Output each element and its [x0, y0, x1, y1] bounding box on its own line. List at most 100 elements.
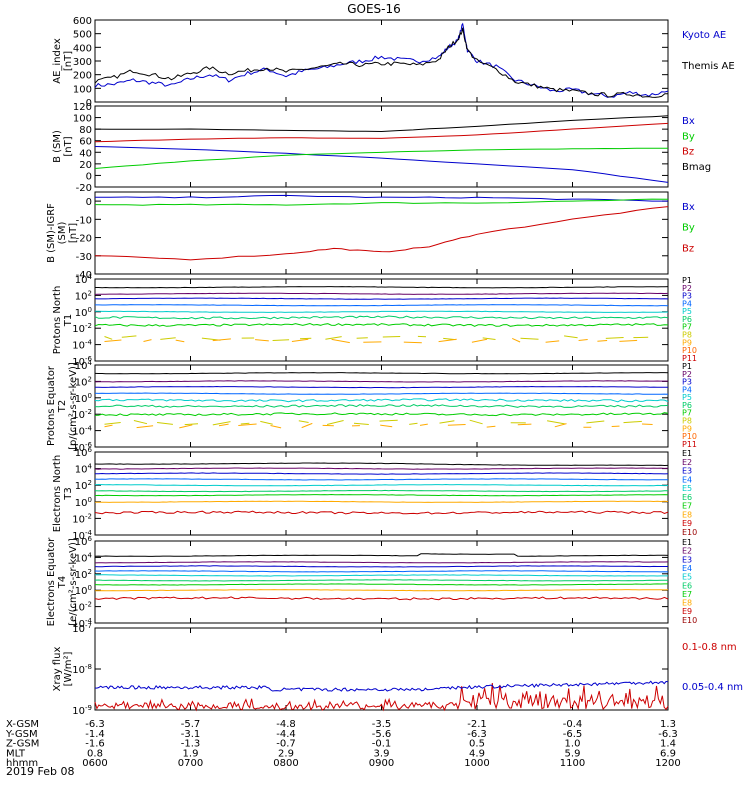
- legend-e4: E4: [682, 564, 692, 573]
- legend-e3: E3: [682, 467, 692, 476]
- y-tick-label: 100: [73, 114, 92, 125]
- series-by: [94, 198, 669, 206]
- legend-bz: Bz: [682, 243, 694, 254]
- legend-p10: P10: [682, 432, 697, 441]
- series-p2: [94, 292, 669, 295]
- y-tick-label: 104: [75, 359, 93, 372]
- series-p8: [104, 335, 649, 341]
- ephemeris-value: -1.4: [85, 729, 105, 740]
- ephemeris-value: 1.4: [660, 739, 676, 750]
- ephemeris-value: 1.0: [565, 739, 581, 750]
- ephemeris-value: 1100: [560, 758, 585, 769]
- series-e2: [94, 467, 669, 470]
- legend-p2: P2: [682, 284, 692, 293]
- legend-by: By: [682, 131, 695, 142]
- legend-p4: P4: [682, 385, 692, 394]
- legend-p1: P1: [682, 362, 692, 371]
- legend-kyoto-ae: Kyoto AE: [682, 30, 726, 41]
- panel-frame: [94, 278, 669, 362]
- series-e2: [94, 561, 669, 564]
- panel-8: 10-9 10-8 10-7 Xray flux[W/m²] 0.1-0.8 nm 0.0…: [52, 622, 743, 717]
- ephemeris-value: 1000: [464, 758, 489, 769]
- legend-e8: E8: [682, 510, 692, 519]
- ephemeris-value: -1.6: [85, 739, 105, 750]
- panel-frame: [94, 19, 669, 103]
- y-axis-label: Protons NorthT1: [52, 286, 74, 355]
- panel-1: 0 100 200 300 400 500 600 AE_index[nT] Kyoto AE T…: [52, 16, 735, 109]
- series-0-05-0-4-nm: [94, 680, 669, 692]
- legend-p1: P1: [682, 276, 692, 285]
- ephemeris-value: -0.7: [276, 739, 296, 750]
- y-tick-label: 102: [75, 479, 92, 492]
- y-tick-label: 40: [79, 148, 92, 159]
- y-tick-label: 100: [75, 496, 92, 509]
- series-e7: [94, 583, 668, 586]
- legend-p5: P5: [682, 393, 692, 402]
- series-e3: [95, 472, 669, 475]
- series-0-1-0-8-nm: [94, 682, 669, 712]
- y-tick-label: 10-2: [72, 512, 92, 525]
- ephemeris-value: -6.3: [467, 729, 487, 740]
- series-p1: [95, 286, 669, 289]
- series-p9: [104, 422, 653, 429]
- y-tick-label: 0: [86, 98, 92, 109]
- ephemeris-value: -3.5: [372, 719, 392, 730]
- ephemeris-value: 0.8: [87, 748, 103, 759]
- legend-e1: E1: [682, 538, 692, 547]
- y-tick-label: 20: [79, 160, 92, 171]
- y-tick-label: 10-4: [72, 339, 92, 352]
- ephemeris-value: 4.9: [469, 748, 485, 759]
- legend-0-05-0-4-nm: 0.05-0.4 nm: [682, 682, 743, 693]
- series-e6: [94, 579, 668, 582]
- legend-themis-ae: Themis AE: [681, 61, 735, 72]
- series-p4: [94, 392, 669, 395]
- ephemeris-label-mlt: MLT: [6, 748, 26, 759]
- y-tick-label: 10-4: [72, 425, 92, 438]
- legend-p9: P9: [682, 424, 692, 433]
- ephemeris-label-hhmm: hhmm: [6, 758, 38, 769]
- legend-by: By: [682, 223, 695, 234]
- series-p6: [94, 315, 669, 320]
- y-tick-label: 10-6: [72, 355, 92, 368]
- legend-p8: P8: [682, 331, 692, 340]
- legend-e2: E2: [682, 547, 692, 556]
- ephemeris-value: 1200: [655, 758, 680, 769]
- legend-e8: E8: [682, 599, 692, 608]
- legend-e10: E10: [682, 528, 697, 537]
- legend-e9: E9: [682, 519, 692, 528]
- y-tick-label: 10-2: [72, 408, 92, 421]
- legend-bx: Bx: [682, 202, 695, 213]
- ephemeris-value: 0800: [273, 758, 298, 769]
- y-axis-label: Xray flux[W/m²]: [52, 647, 74, 692]
- legend-p7: P7: [682, 409, 692, 418]
- series-p5: [94, 398, 669, 403]
- legend-0-1-0-8-nm: 0.1-0.8 nm: [682, 642, 737, 653]
- legend-p10: P10: [682, 346, 697, 355]
- ephemeris-label-x-gsm: X-GSM: [6, 719, 39, 730]
- series-e9: [94, 510, 669, 515]
- series-p2: [94, 380, 668, 383]
- y-tick-label: 200: [73, 71, 92, 82]
- legend-e6: E6: [682, 581, 692, 590]
- series-bmag: [94, 115, 669, 133]
- panel-frame: [94, 105, 669, 188]
- series-e4: [94, 570, 669, 573]
- ephemeris-value: 1.9: [183, 748, 199, 759]
- legend-p5: P5: [682, 307, 692, 316]
- panel-frame: [94, 540, 669, 624]
- legend-p11: P11: [682, 354, 697, 363]
- series-bx: [94, 194, 668, 202]
- y-tick-label: 10-8: [72, 663, 92, 676]
- legend-bmag: Bmag: [682, 162, 711, 173]
- ephemeris-value: -5.7: [181, 719, 201, 730]
- ephemeris-value: -6.3: [85, 719, 105, 730]
- y-tick-label: 10-4: [72, 529, 92, 542]
- series-e6: [94, 489, 668, 493]
- series-p3: [94, 385, 669, 389]
- series-p4: [95, 304, 669, 307]
